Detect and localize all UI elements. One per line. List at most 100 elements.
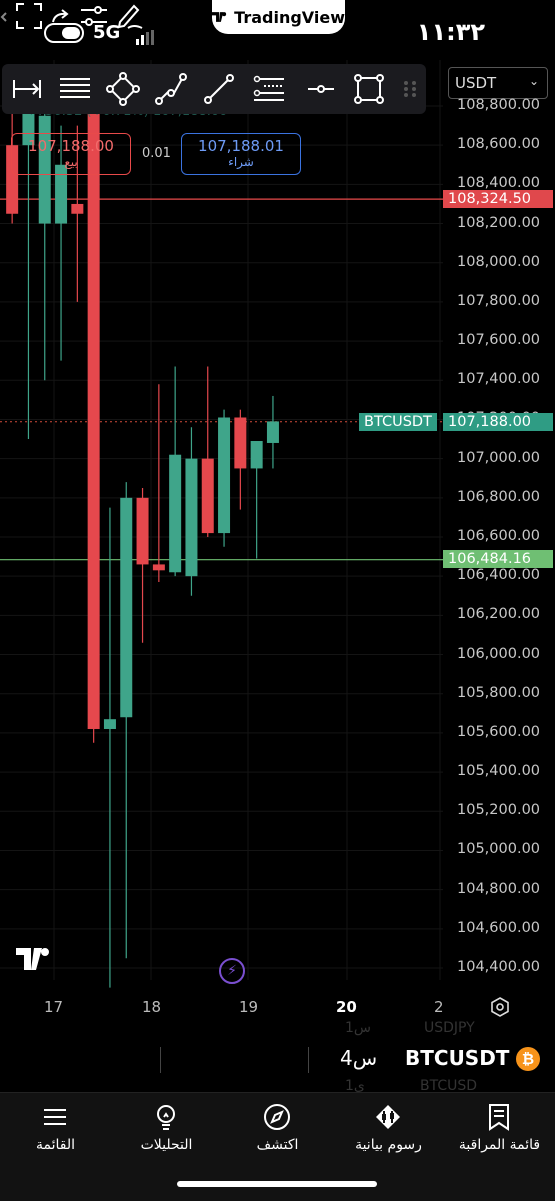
- spread-value: 0.01: [142, 146, 171, 161]
- y-tick-label: 108,600.00: [457, 136, 541, 153]
- y-tick-label: 105,400.00: [457, 763, 541, 780]
- sell-price: 107,188.00: [28, 137, 114, 155]
- interval-button[interactable]: 4س: [340, 1046, 378, 1070]
- candle-body: [103, 719, 116, 729]
- tradingview-watermark-icon: [16, 948, 49, 970]
- candlestick-chart[interactable]: [0, 60, 555, 1030]
- rectangle-icon[interactable]: [352, 72, 386, 106]
- x-tick-label: 20: [336, 998, 357, 1016]
- bottom-navigation: القائمة التحليلات اكتشف رسوم بيانية قائم…: [0, 1092, 555, 1201]
- fullscreen-icon[interactable]: [15, 2, 43, 30]
- toggle-icon: [44, 23, 84, 43]
- y-tick-label: 105,600.00: [457, 723, 541, 740]
- tradingview-logo-icon: [212, 12, 227, 22]
- symbol-tag: BTCUSDT: [359, 413, 437, 431]
- lightning-icon[interactable]: ⚡: [219, 958, 245, 984]
- drawing-pen-icon[interactable]: [114, 0, 144, 30]
- network-type: 5G: [93, 22, 121, 43]
- candle-body: [6, 145, 19, 214]
- candles-icon: [376, 1105, 400, 1129]
- x-tick-label: 18: [142, 998, 162, 1016]
- nav-charts[interactable]: رسوم بيانية: [333, 1093, 444, 1163]
- nav-charts-label: رسوم بيانية: [355, 1137, 422, 1153]
- candle-body: [120, 497, 133, 718]
- y-tick-label: 108,000.00: [457, 253, 541, 270]
- lightbulb-icon: [157, 1105, 175, 1130]
- drag-handle-icon[interactable]: [400, 72, 420, 106]
- nav-menu[interactable]: القائمة: [0, 1093, 111, 1163]
- badge-text: TradingView: [234, 7, 345, 27]
- y-tick-label: 107,800.00: [457, 292, 541, 309]
- candle-body: [250, 441, 263, 469]
- indicators-icon[interactable]: [79, 2, 109, 30]
- candle-body: [169, 454, 182, 573]
- buy-label: شراء: [228, 155, 254, 169]
- buy-button[interactable]: 107,188.01 شراء: [181, 133, 301, 175]
- y-tick-label: 105,000.00: [457, 841, 541, 858]
- y-tick-label: 108,200.00: [457, 214, 541, 231]
- red-line-price-tag: 108,324.50: [443, 190, 553, 208]
- nav-ideas[interactable]: التحليلات: [111, 1093, 222, 1163]
- y-tick-label: 106,600.00: [457, 528, 541, 544]
- menu-icon: [44, 1109, 66, 1125]
- candle-body: [38, 115, 51, 224]
- y-tick-label: 106,000.00: [457, 645, 541, 662]
- nav-watchlist[interactable]: قائمة المراقبة: [444, 1093, 555, 1163]
- symbol-bar: 1س USDJPY 1ي BTCUSD: [0, 1020, 555, 1094]
- y-tick-label: 106,400.00: [457, 567, 541, 584]
- parallel-lines-icon[interactable]: [58, 72, 92, 106]
- nav-watchlist-label: قائمة المراقبة: [458, 1137, 541, 1153]
- fib-levels-icon[interactable]: [252, 72, 286, 106]
- candle-body: [201, 458, 214, 534]
- ghost-interval-top: 1س: [345, 1020, 372, 1036]
- y-tick-label: 106,800.00: [457, 488, 541, 505]
- home-indicator: [177, 1181, 377, 1187]
- candle-body: [136, 497, 149, 565]
- y-tick-label: 105,800.00: [457, 684, 541, 701]
- currency-select[interactable]: USDT ⌄: [448, 67, 548, 99]
- compass-icon: [264, 1104, 290, 1130]
- y-tick-label: 108,800.00: [457, 97, 541, 113]
- last-price-tag: 107,188.00: [443, 413, 553, 431]
- ghost-symbol-top: USDJPY: [424, 1020, 475, 1036]
- bitcoin-icon: ₿: [516, 1047, 540, 1071]
- trend-line-icon[interactable]: [202, 72, 236, 106]
- y-tick-label: 107,000.00: [457, 449, 541, 466]
- axis-settings-icon[interactable]: [490, 997, 510, 1017]
- nav-ideas-label: التحليلات: [140, 1137, 193, 1153]
- y-tick-label: 105,200.00: [457, 802, 541, 819]
- sell-button[interactable]: 107,188.00 بيع: [11, 133, 131, 175]
- green-line-price-tag: 106,484.16: [443, 550, 553, 568]
- divider: [308, 1047, 309, 1073]
- symbol-button[interactable]: BTCUSDT: [405, 1046, 510, 1070]
- nav-explore[interactable]: اكتشف: [222, 1093, 333, 1163]
- chevron-down-icon: ⌄: [528, 74, 539, 88]
- candle-body: [87, 96, 100, 729]
- status-bar: 5G ١١:٣٢: [0, 0, 555, 62]
- candle-body: [185, 458, 198, 577]
- ghost-interval-bottom: 1ي: [345, 1078, 365, 1094]
- y-tick-label: 104,800.00: [457, 880, 541, 897]
- trend-path-icon[interactable]: [154, 72, 188, 106]
- candle-body: [266, 421, 279, 443]
- candle-body: [71, 203, 84, 214]
- x-tick-label: 2: [434, 998, 444, 1016]
- sell-label: بيع: [64, 155, 78, 169]
- y-tick-label: 107,600.00: [457, 332, 541, 349]
- x-tick-label: 17: [44, 998, 64, 1016]
- ghost-symbol-bottom: BTCUSD: [420, 1078, 478, 1094]
- y-tick-label: 106,200.00: [457, 606, 541, 623]
- candle-body: [22, 106, 35, 146]
- clock: ١١:٣٢: [416, 18, 485, 46]
- chevron-left-icon[interactable]: [0, 4, 10, 30]
- buy-price: 107,188.01: [198, 137, 284, 155]
- candle-body: [152, 564, 165, 571]
- y-tick-label: 107,400.00: [457, 371, 541, 388]
- horizontal-ray-icon[interactable]: [10, 72, 44, 106]
- candle-body: [218, 417, 231, 534]
- nav-menu-label: القائمة: [36, 1137, 75, 1153]
- shape-rotate-icon[interactable]: [106, 72, 140, 106]
- redo-icon[interactable]: [48, 4, 74, 30]
- drawing-toolbar: [2, 64, 426, 114]
- horizontal-line-icon[interactable]: [304, 72, 338, 106]
